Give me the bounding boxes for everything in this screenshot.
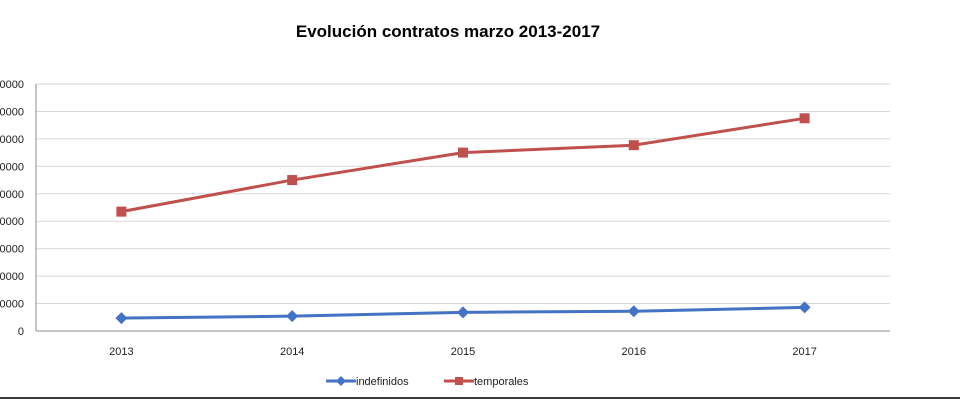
y-tick-label: 0000 — [0, 106, 24, 118]
x-tick-label: 2016 — [622, 346, 646, 358]
data-point-indefinidos — [457, 306, 469, 319]
chart-legend: indefinidos temporales — [326, 376, 529, 388]
legend-label-indefinidos: indefinidos — [356, 376, 409, 388]
gridlines — [35, 83, 890, 332]
x-tick-label: 2014 — [280, 346, 304, 358]
data-point-temporales — [628, 140, 639, 151]
legend-label-temporales: temporales — [474, 376, 529, 388]
data-point-temporales — [116, 206, 127, 217]
x-axis-tick-labels: 2013 2014 2015 2016 2017 — [109, 346, 817, 358]
data-point-temporales — [799, 113, 810, 124]
chart-title: Evolución contratos marzo 2013-2017 — [296, 22, 600, 41]
data-point-indefinidos — [286, 310, 299, 323]
data-point-indefinidos — [798, 301, 811, 314]
data-point-indefinidos — [627, 305, 640, 318]
x-tick-label: 2015 — [451, 346, 475, 358]
series-line-temporales — [121, 116, 805, 214]
x-tick-label: 2013 — [109, 346, 133, 358]
y-tick-label: 0000 — [0, 271, 24, 283]
y-tick-label: 0000 — [0, 189, 24, 201]
y-tick-label: 0000 — [0, 216, 24, 228]
y-tick-label: 0000 — [0, 161, 24, 173]
data-point-temporales — [458, 147, 468, 158]
y-tick-label: 0000 — [0, 134, 24, 146]
y-tick-label: 0000 — [0, 79, 24, 91]
data-point-indefinidos — [115, 312, 128, 325]
x-tick-label: 2017 — [792, 346, 816, 358]
y-tick-label: 0000 — [0, 299, 24, 311]
legend-marker-temporales — [455, 377, 463, 385]
series-lines — [115, 113, 811, 325]
data-point-temporales — [287, 175, 298, 186]
legend-marker-indefinidos — [336, 376, 346, 386]
y-tick-label: 0000 — [0, 244, 24, 256]
y-tick-label: 0 — [18, 326, 24, 338]
